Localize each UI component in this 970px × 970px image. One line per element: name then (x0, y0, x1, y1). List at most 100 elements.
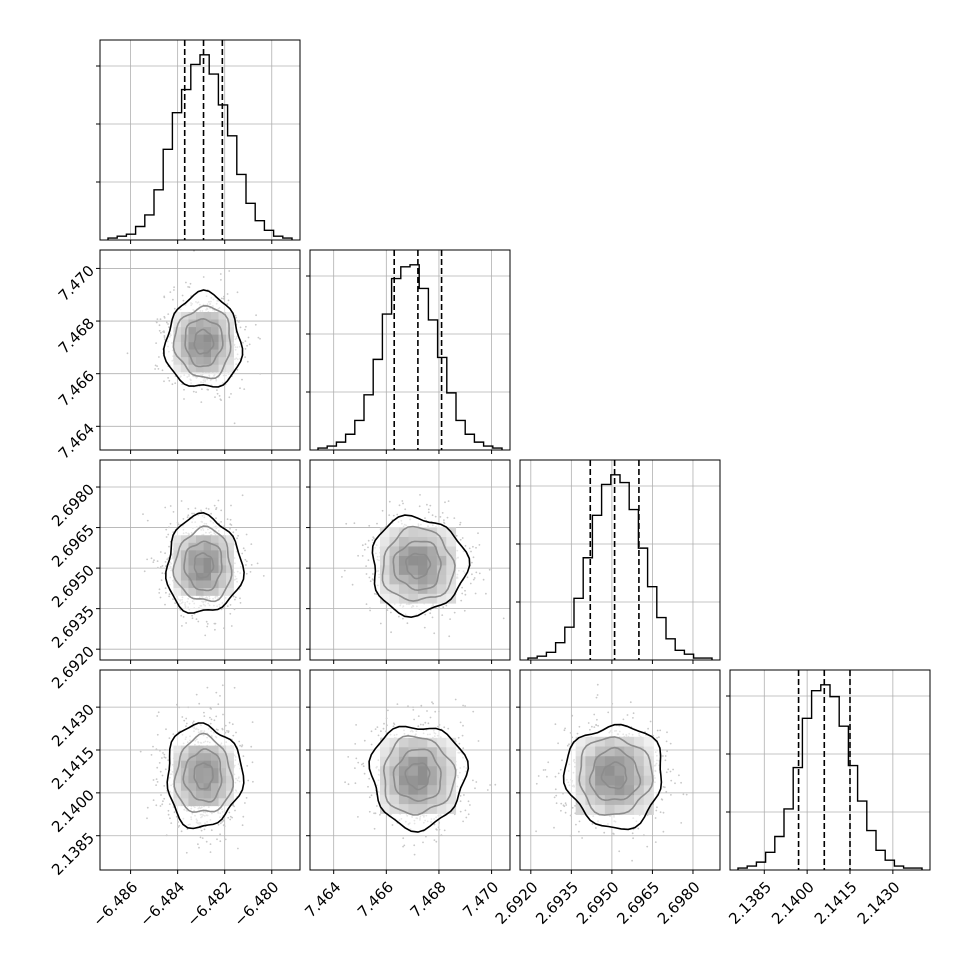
sample-point (417, 725, 420, 728)
sample-point (372, 536, 375, 539)
sample-point (238, 740, 241, 743)
sample-point (169, 817, 171, 820)
sample-point (157, 368, 160, 370)
sample-point (159, 318, 162, 321)
sample-point (345, 522, 348, 525)
sample-point (183, 388, 185, 391)
sample-point (226, 730, 228, 732)
sample-point (206, 388, 209, 391)
sample-point (373, 812, 375, 815)
sample-point (230, 625, 233, 627)
sample-point (177, 821, 180, 823)
panel-3-0: 2.13852.14002.14152.1430−6.486−6.484−6.4… (48, 669, 301, 930)
sample-point (368, 576, 371, 579)
sample-point (205, 620, 208, 623)
sample-point (181, 294, 184, 297)
sample-point (161, 572, 164, 574)
sample-point (396, 513, 399, 516)
sample-point (494, 783, 497, 786)
sample-point (226, 303, 229, 305)
sample-point (223, 627, 225, 630)
sample-point (365, 573, 368, 575)
sample-point (210, 512, 213, 515)
sample-point (176, 703, 178, 706)
sample-point (442, 606, 445, 609)
sample-point (146, 817, 148, 820)
sample-point (471, 573, 473, 576)
sample-point (262, 575, 265, 577)
sample-point (195, 391, 198, 393)
sample-point (390, 631, 392, 634)
sample-point (180, 614, 183, 617)
sample-point (210, 718, 213, 721)
sample-point (243, 388, 246, 390)
sample-point (406, 622, 409, 625)
sample-point (367, 539, 370, 542)
sample-point (157, 566, 159, 569)
sample-point (182, 299, 185, 302)
y-tick-label: 7.466 (55, 367, 98, 410)
sample-point (205, 840, 208, 843)
panel-frame (99, 669, 301, 871)
sample-point (169, 505, 172, 507)
sample-point (163, 785, 166, 787)
sample-point (461, 537, 464, 539)
sample-point (185, 717, 188, 720)
sample-point (227, 731, 230, 734)
sample-point (459, 523, 461, 526)
sample-point (248, 343, 251, 346)
sample-point (163, 797, 166, 800)
sample-point (164, 756, 167, 759)
sample-point (381, 509, 384, 512)
sample-point (244, 340, 247, 342)
sample-point (216, 392, 219, 395)
sample-point (165, 834, 168, 837)
sample-point (219, 822, 222, 825)
sample-point (426, 710, 428, 712)
sample-point (200, 510, 203, 513)
sample-point (222, 819, 225, 822)
sample-point (357, 554, 359, 557)
sample-point (475, 546, 477, 549)
sample-point (431, 701, 433, 704)
sample-point (235, 528, 238, 531)
sample-point (226, 518, 229, 521)
sample-point (388, 514, 391, 516)
sample-point (239, 387, 241, 390)
sample-point (455, 534, 458, 537)
sample-point (474, 592, 477, 595)
sample-point (462, 704, 464, 707)
sample-point (412, 706, 414, 709)
sample-point (434, 710, 437, 713)
sample-point (478, 544, 481, 546)
sample-point (169, 291, 172, 293)
sample-point (250, 543, 253, 545)
panel-content (310, 670, 510, 870)
sample-point (185, 725, 187, 727)
sample-point (170, 822, 173, 824)
sample-point (427, 511, 430, 514)
sample-point (386, 609, 389, 611)
sample-point (245, 533, 248, 536)
sample-point (402, 502, 404, 505)
sample-point (241, 552, 244, 555)
sample-point (369, 580, 372, 583)
sample-point (373, 592, 376, 595)
sample-point (245, 564, 247, 566)
sample-point (191, 614, 194, 617)
panel-1-1 (306, 249, 511, 454)
sample-point (197, 620, 200, 623)
sample-point (461, 734, 464, 737)
sample-point (180, 500, 183, 502)
sample-point (470, 550, 472, 553)
sample-point (161, 774, 164, 777)
sample-point (478, 572, 481, 575)
sample-point (383, 722, 385, 725)
sample-point (392, 725, 395, 728)
sample-point (368, 796, 371, 799)
sample-point (391, 824, 394, 826)
sample-point (143, 570, 146, 573)
sample-point (472, 556, 475, 559)
sample-point (443, 726, 446, 729)
sample-point (242, 815, 245, 818)
